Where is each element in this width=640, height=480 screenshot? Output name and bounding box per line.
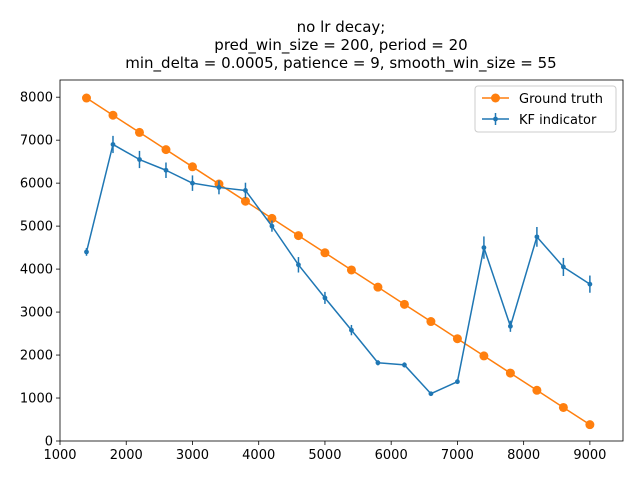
y-tick-label: 0 bbox=[45, 435, 53, 450]
data-point-ground-truth bbox=[161, 145, 171, 155]
data-point-kf-indicator bbox=[269, 223, 275, 229]
data-point-kf-indicator bbox=[402, 362, 407, 368]
x-tick-label: 3000 bbox=[176, 448, 209, 463]
y-tick-label: 5000 bbox=[20, 220, 53, 235]
y-tick-label: 3000 bbox=[20, 306, 53, 321]
data-point-ground-truth bbox=[585, 420, 595, 430]
data-point-kf-indicator bbox=[534, 234, 540, 240]
data-point-ground-truth bbox=[505, 368, 515, 378]
x-tick-label: 5000 bbox=[308, 448, 341, 463]
title-line-2: pred_win_size = 200, period = 20 bbox=[214, 36, 467, 55]
data-point-ground-truth bbox=[452, 334, 462, 344]
data-point-ground-truth bbox=[81, 93, 91, 103]
x-tick-label: 1000 bbox=[43, 448, 76, 463]
data-point-ground-truth bbox=[373, 282, 383, 292]
title-line-1: no lr decay; bbox=[297, 18, 386, 36]
data-point-kf-indicator bbox=[375, 360, 381, 366]
x-tick-label: 6000 bbox=[375, 448, 408, 463]
y-tick-label: 6000 bbox=[20, 177, 53, 192]
legend-label-ground-truth: Ground truth bbox=[519, 92, 603, 107]
data-point-ground-truth bbox=[346, 265, 356, 275]
x-tick-label: 8000 bbox=[507, 448, 540, 463]
data-point-kf-indicator bbox=[243, 188, 248, 193]
plot-area bbox=[81, 93, 595, 430]
data-point-kf-indicator bbox=[137, 157, 142, 162]
data-point-kf-indicator bbox=[587, 281, 593, 287]
data-point-kf-indicator bbox=[428, 391, 434, 397]
data-point-kf-indicator bbox=[190, 180, 195, 186]
data-point-kf-indicator bbox=[163, 167, 169, 173]
x-tick-label: 9000 bbox=[573, 448, 606, 463]
x-tick-label: 2000 bbox=[110, 448, 143, 463]
data-point-ground-truth bbox=[479, 351, 489, 361]
data-point-ground-truth bbox=[293, 231, 303, 241]
data-point-ground-truth bbox=[320, 248, 330, 258]
y-tick-label: 4000 bbox=[20, 263, 53, 278]
legend: Ground truth KF indicator bbox=[474, 85, 617, 133]
title-line-3: min_delta = 0.0005, patience = 9, smooth… bbox=[125, 54, 556, 73]
data-point-ground-truth bbox=[426, 317, 436, 327]
legend-marker-kf-indicator bbox=[493, 116, 498, 122]
y-tick-label: 7000 bbox=[20, 134, 53, 149]
data-point-ground-truth bbox=[558, 402, 568, 412]
y-tick-label: 8000 bbox=[20, 91, 53, 106]
axes: 1000 2000 3000 4000 5000 6000 7000 8000 90000100… bbox=[20, 79, 624, 463]
data-point-kf-indicator bbox=[481, 245, 487, 251]
data-point-kf-indicator bbox=[508, 323, 513, 329]
data-point-kf-indicator bbox=[322, 295, 328, 301]
legend-frame bbox=[474, 85, 617, 133]
chart-title: no lr decay; pred_win_size = 200, period… bbox=[125, 18, 556, 73]
data-point-kf-indicator bbox=[296, 262, 301, 268]
series-line-ground-truth bbox=[86, 97, 591, 426]
legend-marker-ground-truth bbox=[491, 93, 500, 103]
data-point-kf-indicator bbox=[455, 379, 460, 385]
y-tick-label: 1000 bbox=[20, 392, 53, 407]
data-point-ground-truth bbox=[399, 299, 409, 309]
axes-frame bbox=[59, 79, 624, 442]
data-point-kf-indicator bbox=[349, 327, 354, 333]
data-point-ground-truth bbox=[240, 196, 250, 206]
series-line-kf-indicator bbox=[85, 143, 591, 395]
data-point-kf-indicator bbox=[84, 249, 89, 255]
x-tick-label: 4000 bbox=[242, 448, 275, 463]
data-point-ground-truth bbox=[108, 110, 118, 120]
y-tick-label: 2000 bbox=[20, 349, 53, 364]
data-point-ground-truth bbox=[187, 162, 197, 172]
data-point-kf-indicator bbox=[560, 264, 566, 270]
x-tick-label: 7000 bbox=[441, 448, 474, 463]
data-point-kf-indicator bbox=[216, 185, 222, 190]
data-point-kf-indicator bbox=[110, 142, 116, 147]
data-point-ground-truth bbox=[134, 127, 144, 137]
data-point-ground-truth bbox=[267, 213, 277, 223]
data-point-ground-truth bbox=[532, 385, 542, 395]
legend-label-kf-indicator: KF indicator bbox=[519, 113, 597, 128]
